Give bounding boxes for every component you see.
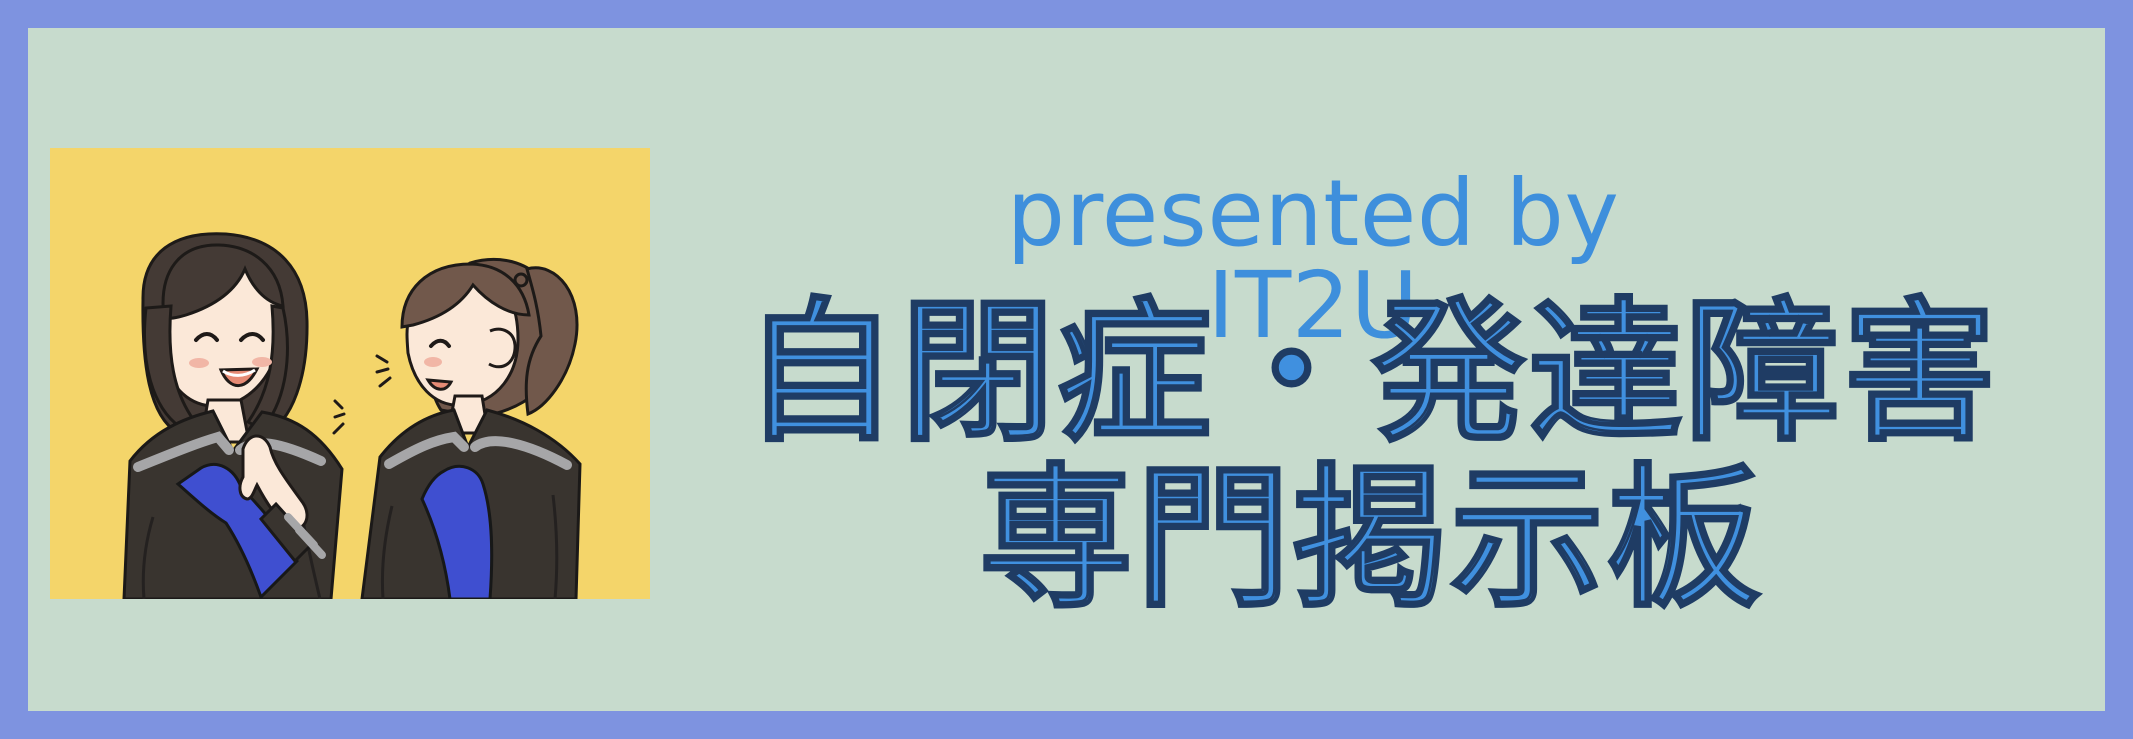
illustration-panel [50,148,650,599]
two-students-illustration-icon [50,148,650,599]
board-title: 自閉症・発達障害 専門掲示板 [674,284,2069,629]
board-title-line-2: 専門掲示板 [978,450,1764,629]
board-title-line-1: 自閉症・発達障害 [742,284,2000,463]
presenter-text: presented by IT2U [1006,160,1620,359]
